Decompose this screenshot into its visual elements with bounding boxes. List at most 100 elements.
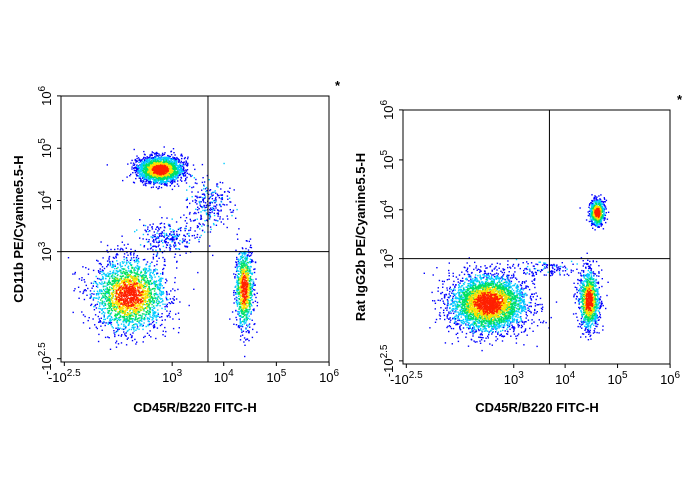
event-dot bbox=[249, 287, 252, 289]
event-dot bbox=[170, 158, 172, 160]
event-dot bbox=[144, 294, 147, 296]
event-dot bbox=[137, 270, 139, 272]
event-dot bbox=[119, 318, 122, 321]
event-dot bbox=[138, 304, 140, 306]
event-dot bbox=[155, 155, 157, 157]
event-dot bbox=[214, 202, 216, 204]
event-dot bbox=[163, 267, 165, 270]
event-dot bbox=[129, 303, 131, 306]
event-dot bbox=[247, 311, 249, 313]
event-dot bbox=[254, 323, 256, 325]
event-dot bbox=[67, 257, 70, 259]
event-dot bbox=[103, 318, 105, 321]
event-dot bbox=[117, 248, 119, 250]
event-dot bbox=[124, 273, 127, 276]
event-dot bbox=[247, 290, 249, 292]
event-dot bbox=[150, 154, 152, 156]
event-dot bbox=[147, 293, 149, 295]
event-dot bbox=[130, 173, 132, 176]
event-dot bbox=[140, 297, 143, 299]
event-dot bbox=[144, 224, 147, 227]
event-dot bbox=[131, 320, 134, 322]
event-dot bbox=[87, 268, 90, 270]
event-dot bbox=[123, 305, 125, 308]
event-dot bbox=[116, 302, 118, 304]
event-dot bbox=[253, 282, 255, 285]
event-dot bbox=[233, 294, 235, 296]
event-dot bbox=[183, 175, 185, 177]
event-dot bbox=[144, 175, 146, 177]
event-dot bbox=[104, 312, 106, 314]
event-dot bbox=[114, 300, 117, 303]
event-dot bbox=[109, 305, 111, 307]
event-dot bbox=[169, 298, 172, 300]
event-dot bbox=[152, 272, 154, 274]
event-dot bbox=[146, 303, 148, 305]
event-dot bbox=[120, 323, 123, 325]
event-dot bbox=[103, 296, 105, 298]
event-dot bbox=[151, 176, 153, 178]
event-dot bbox=[196, 209, 199, 211]
event-dot bbox=[125, 308, 127, 310]
event-dot bbox=[188, 173, 190, 175]
event-dot bbox=[108, 259, 110, 261]
event-dot bbox=[149, 175, 151, 177]
event-dot bbox=[162, 290, 164, 293]
event-dot bbox=[173, 231, 175, 233]
event-dot bbox=[182, 173, 184, 176]
event-dot bbox=[166, 185, 168, 187]
event-dot bbox=[171, 166, 173, 169]
event-dot bbox=[110, 321, 113, 324]
event-dot bbox=[115, 308, 118, 310]
event-dot bbox=[127, 267, 130, 270]
event-dot bbox=[111, 316, 113, 319]
event-dot bbox=[139, 319, 141, 322]
event-dot bbox=[108, 298, 110, 301]
event-dot bbox=[146, 295, 149, 297]
event-dot bbox=[185, 217, 188, 219]
event-dot bbox=[151, 299, 154, 301]
event-dot bbox=[229, 209, 231, 211]
event-dot bbox=[251, 251, 253, 253]
event-dot bbox=[148, 320, 150, 323]
event-dot bbox=[143, 286, 145, 289]
event-dot bbox=[153, 283, 155, 285]
event-dot bbox=[148, 334, 150, 336]
event-dots-layer bbox=[67, 146, 259, 358]
event-dot bbox=[153, 311, 156, 313]
event-dot bbox=[173, 165, 176, 167]
event-dot bbox=[237, 281, 239, 284]
event-dot bbox=[205, 212, 208, 214]
event-dot bbox=[128, 328, 130, 331]
event-dot bbox=[147, 160, 149, 163]
event-dot bbox=[154, 281, 156, 283]
event-dot bbox=[104, 291, 107, 293]
event-dot bbox=[136, 155, 138, 157]
event-dot bbox=[107, 310, 109, 312]
event-dot bbox=[92, 318, 94, 320]
event-dot bbox=[241, 295, 243, 298]
event-dot bbox=[133, 280, 136, 283]
event-dot bbox=[145, 168, 148, 170]
event-dot bbox=[152, 179, 155, 181]
event-dot bbox=[150, 323, 152, 325]
event-dot bbox=[82, 292, 84, 295]
event-dot bbox=[215, 200, 217, 203]
event-dot bbox=[250, 253, 253, 255]
event-dot bbox=[248, 252, 250, 254]
event-dot bbox=[148, 166, 150, 169]
event-dot bbox=[121, 306, 123, 308]
event-dot bbox=[113, 318, 116, 320]
event-dot bbox=[153, 301, 155, 304]
event-dot bbox=[168, 247, 171, 249]
event-dot bbox=[173, 172, 175, 174]
event-dot bbox=[168, 302, 170, 304]
event-dot bbox=[112, 286, 115, 289]
event-dot bbox=[159, 174, 161, 177]
event-dot bbox=[245, 309, 247, 311]
event-dot bbox=[156, 252, 159, 254]
event-dot bbox=[120, 301, 123, 304]
event-dot bbox=[153, 314, 156, 317]
event-dot bbox=[131, 168, 133, 170]
event-dot bbox=[153, 287, 155, 290]
